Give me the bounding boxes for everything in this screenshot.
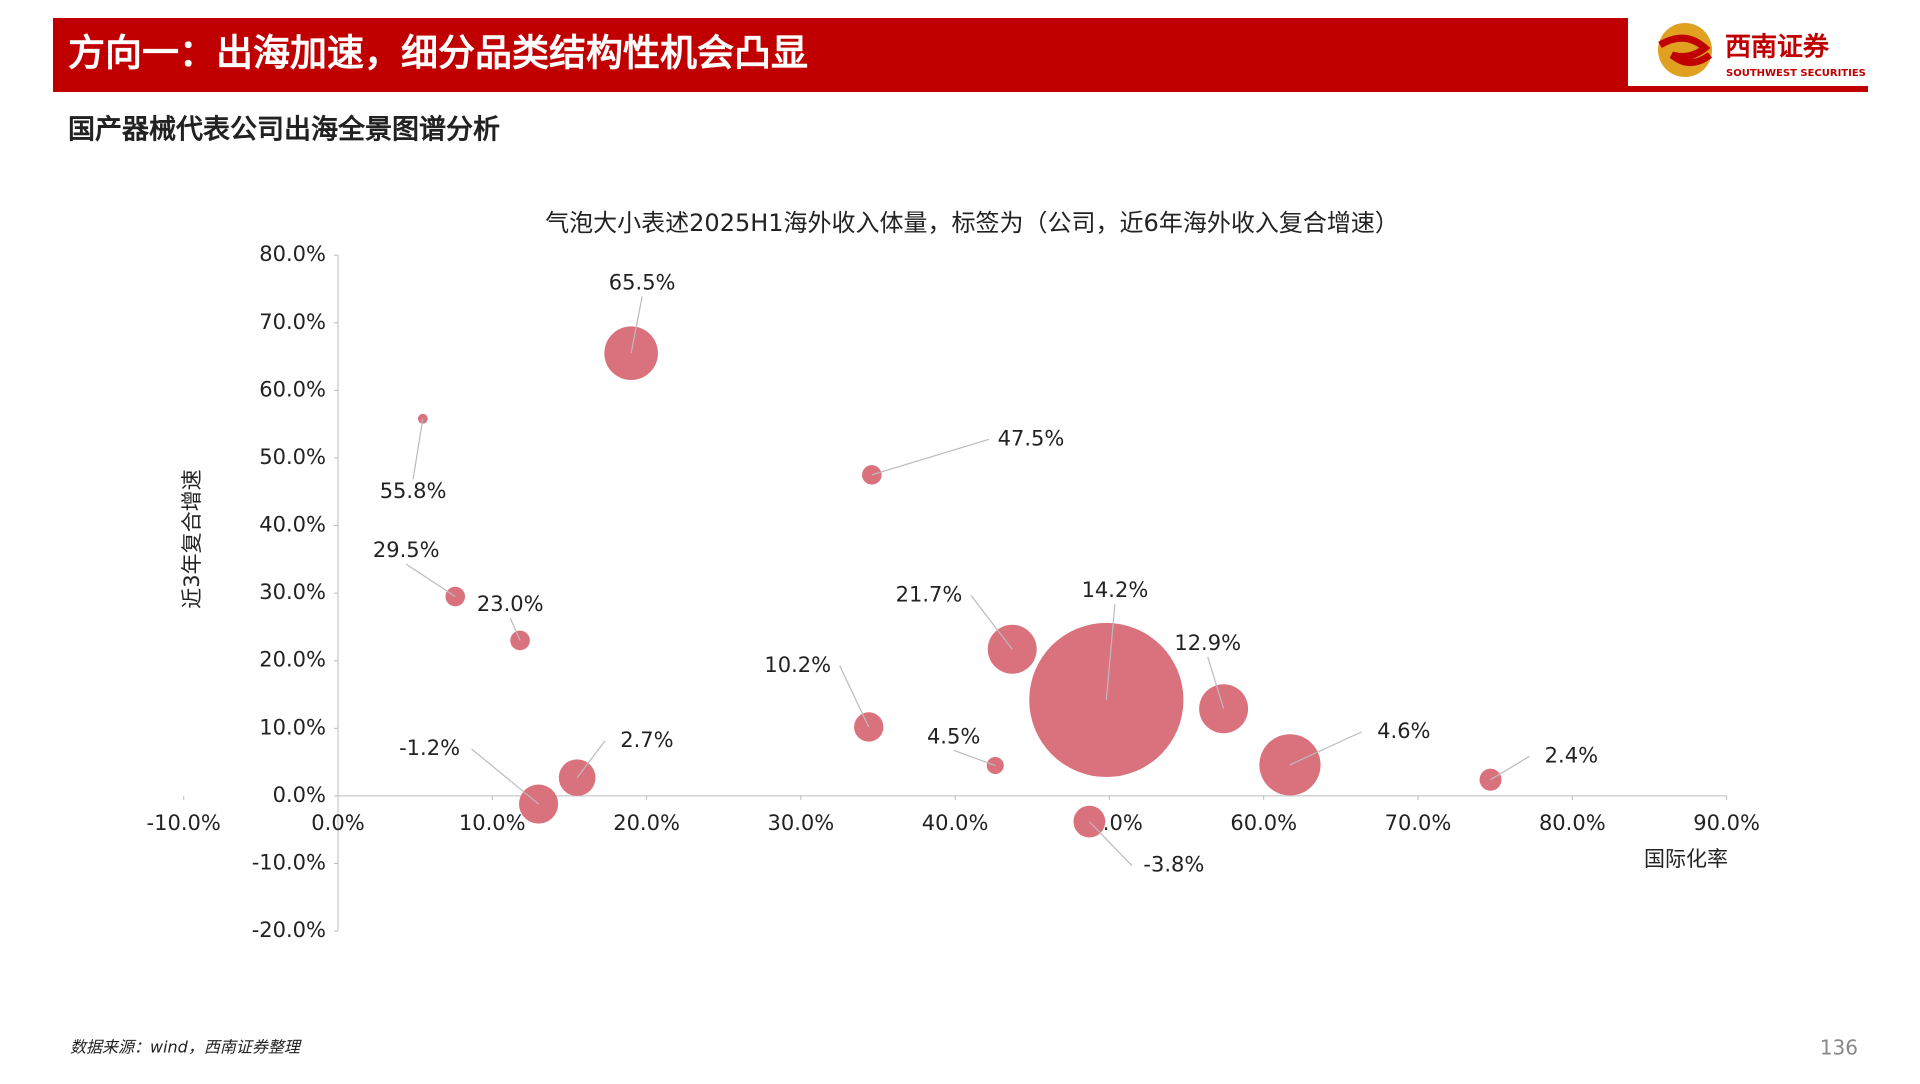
leader-line — [1207, 656, 1225, 709]
y-tick-label: 70.0% — [259, 310, 326, 334]
leader-line — [630, 296, 643, 354]
data-label: -3.8% — [1143, 853, 1204, 877]
x-tick-label: 0.0% — [311, 811, 364, 835]
chart-title: 气泡大小表述2025H1海外收入体量，标签为（公司，近6年海外收入复合增速） — [545, 209, 1399, 237]
data-label: 2.4% — [1545, 743, 1598, 767]
leader-line — [471, 748, 539, 805]
x-tick-label: 80.0% — [1539, 811, 1606, 835]
x-tick-label: 70.0% — [1385, 811, 1452, 835]
leader-line — [1490, 755, 1530, 781]
source-note: 数据来源：wind，西南证券整理 — [70, 1038, 302, 1057]
leader-line — [839, 665, 870, 728]
logo-swirl — [1658, 34, 1713, 66]
bubble — [1259, 734, 1321, 796]
y-axis-title: 近3年复合增速 — [180, 469, 204, 608]
data-label: 4.5% — [927, 724, 980, 748]
leader-line — [1105, 603, 1116, 700]
y-tick-label: 50.0% — [259, 445, 326, 469]
x-tick-label: 60.0% — [1230, 811, 1297, 835]
leader-line — [970, 595, 1013, 650]
y-tick-label: 0.0% — [273, 783, 326, 807]
data-label: 12.9% — [1174, 631, 1241, 655]
leader-line — [509, 617, 521, 641]
y-tick-label: 80.0% — [259, 242, 326, 266]
leader-line — [405, 563, 456, 598]
logo: 西南证券 SOUTHWEST SECURITIES — [1658, 23, 1866, 79]
y-tick-label: 10.0% — [259, 715, 326, 739]
data-label: 14.2% — [1082, 578, 1149, 602]
leader-line — [953, 749, 996, 767]
logo-english: SOUTHWEST SECURITIES — [1726, 68, 1866, 79]
data-label: 29.5% — [373, 538, 440, 562]
x-tick-label: 30.0% — [768, 811, 835, 835]
header-bar — [53, 18, 1628, 92]
data-label: 21.7% — [896, 582, 963, 606]
leader-line — [1088, 821, 1133, 867]
data-label: 55.8% — [380, 479, 447, 503]
y-tick-label: 30.0% — [259, 580, 326, 604]
y-tick-label: -10.0% — [252, 851, 326, 875]
data-label: -1.2% — [399, 736, 460, 760]
data-label: 47.5% — [998, 426, 1065, 450]
y-tick-label: 40.0% — [259, 513, 326, 537]
x-tick-label: 10.0% — [459, 811, 526, 835]
leader-line — [412, 418, 424, 480]
logo-name: 西南证券 — [1725, 33, 1830, 63]
x-tick-label: -10.0% — [147, 811, 221, 835]
y-tick-label: 60.0% — [259, 377, 326, 401]
x-tick-label: 40.0% — [922, 811, 989, 835]
x-tick-label: 90.0% — [1693, 811, 1760, 835]
data-label: 2.7% — [620, 728, 673, 752]
leader-line — [576, 740, 606, 779]
page-title: 方向一：出海加速，细分品类结构性机会凸显 — [68, 32, 808, 75]
x-axis-title: 国际化率 — [1644, 847, 1728, 871]
y-tick-label: -20.0% — [252, 918, 326, 942]
leader-line — [1289, 731, 1363, 766]
y-tick-label: 20.0% — [259, 648, 326, 672]
data-label: 4.6% — [1377, 719, 1430, 743]
leader-line — [871, 438, 990, 476]
data-label: 23.0% — [477, 592, 544, 616]
header-rule — [1628, 86, 1868, 92]
subtitle: 国产器械代表公司出海全景图谱分析 — [68, 114, 500, 146]
page-number: 136 — [1820, 1036, 1858, 1060]
data-label: 10.2% — [764, 653, 831, 677]
data-label: 65.5% — [609, 270, 676, 294]
bubble — [558, 759, 596, 797]
x-tick-label: 20.0% — [613, 811, 680, 835]
